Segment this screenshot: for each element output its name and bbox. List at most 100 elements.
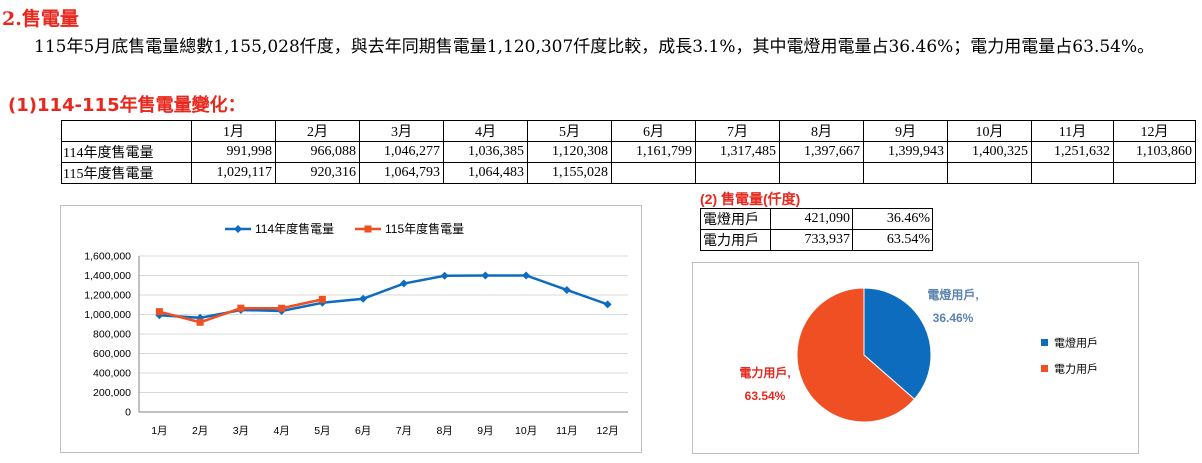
pie-table: 電燈用戶 421,090 36.46% 電力用戶 733,937 63.54% <box>700 208 933 251</box>
x-tick-label: 10月 <box>515 425 537 437</box>
month-header: 1月 <box>191 120 276 142</box>
month-header: 7月 <box>695 120 780 142</box>
table-cell <box>947 162 1032 184</box>
table-cell <box>863 162 948 184</box>
table-cell: 1,397,667 <box>779 141 864 163</box>
data-point <box>237 304 245 312</box>
data-point <box>522 271 531 280</box>
line-chart: 0 200,000 400,000 600,000 800,000 1,000,000 1,… <box>60 205 642 453</box>
table-cell: 991,998 <box>191 141 276 163</box>
y-tick-label: 600,000 <box>93 348 131 360</box>
pie-slice <box>863 287 932 400</box>
month-header: 5月 <box>527 120 612 142</box>
pie-chart: 電燈用戶, 36.46% 電力用戶, 63.54% 電燈用戶電力用戶 <box>692 262 1139 454</box>
x-tick-label: 9月 <box>477 425 493 437</box>
legend-label: 114年度售電量 <box>255 221 334 236</box>
table-cell <box>611 162 696 184</box>
y-tick-label: 1,000,000 <box>84 309 131 321</box>
x-tick-label: 3月 <box>233 425 249 437</box>
pie-row-value: 421,090 <box>770 208 853 230</box>
table-cell: 920,316 <box>275 162 360 184</box>
pie-row-label: 電燈用戶 <box>700 208 771 230</box>
x-tick-label: 4月 <box>273 425 289 437</box>
legend-marker <box>1041 339 1048 346</box>
data-point <box>155 308 163 316</box>
pie-section-title: (2) 售電量(仟度) <box>700 191 801 207</box>
table-cell: 1,064,793 <box>359 162 444 184</box>
data-point <box>481 271 490 280</box>
table-cell: 1,103,860 <box>1113 141 1196 163</box>
legend-label: 電力用戶 <box>1054 363 1098 376</box>
data-point <box>318 295 326 303</box>
legend-marker <box>1041 365 1048 372</box>
month-header: 3月 <box>359 120 444 142</box>
y-tick-label: 1,400,000 <box>84 270 131 282</box>
table-header-row: 1月 2月 3月 4月 5月 6月 7月 8月 9月 10月 11月 12月 <box>61 120 1196 142</box>
x-tick-label: 8月 <box>436 425 452 437</box>
table-cell <box>1031 162 1114 184</box>
legend-label: 115年度售電量 <box>385 221 464 236</box>
month-header: 10月 <box>947 120 1032 142</box>
y-tick-label: 400,000 <box>93 368 131 380</box>
month-header: 4月 <box>443 120 528 142</box>
month-header: 8月 <box>779 120 864 142</box>
table-row: 115年度售電量 1,029,117 920,316 1,064,793 1,064,4… <box>61 162 1196 184</box>
month-header: 6月 <box>611 120 696 142</box>
pie-slice <box>796 287 916 423</box>
pie-data-label: 36.46% <box>933 311 974 325</box>
table-cell: 1,399,943 <box>863 141 948 163</box>
table-cell <box>779 162 864 184</box>
data-point <box>196 318 204 326</box>
table-cell: 1,046,277 <box>359 141 444 163</box>
y-tick-label: 0 <box>125 407 131 419</box>
section-title: 2.售電量 <box>2 8 79 30</box>
legend-marker <box>364 225 372 233</box>
data-point <box>278 304 286 312</box>
summary-paragraph: 115年5月底售電量總數1,155,028仟度，與去年同期售電量1,120,30… <box>34 37 1155 57</box>
pie-row-label: 電力用戶 <box>700 229 771 251</box>
x-tick-label: 1月 <box>151 425 167 437</box>
pie-row-pct: 63.54% <box>852 229 933 251</box>
pie-data-label: 電力用戶, <box>739 365 790 380</box>
month-header: 11月 <box>1031 120 1114 142</box>
data-point <box>399 279 408 288</box>
table-cell: 1,400,325 <box>947 141 1032 163</box>
table-cell: 1,251,632 <box>1031 141 1114 163</box>
month-header: 12月 <box>1113 120 1196 142</box>
pie-row-value: 733,937 <box>770 229 853 251</box>
data-point <box>359 294 368 303</box>
legend-label: 電燈用戶 <box>1054 336 1098 350</box>
y-tick-label: 1,200,000 <box>84 290 131 302</box>
pie-table-row: 電力用戶 733,937 63.54% <box>700 229 933 251</box>
table-cell: 1,036,385 <box>443 141 528 163</box>
sales-table: 1月 2月 3月 4月 5月 6月 7月 8月 9月 10月 11月 12月 114年度售電量 991,9… <box>61 120 1196 184</box>
line-chart-svg: 0 200,000 400,000 600,000 800,000 1,000,000 1,… <box>84 221 628 437</box>
data-point <box>440 271 449 280</box>
table-cell: 1,064,483 <box>443 162 528 184</box>
pie-row-pct: 36.46% <box>852 208 933 230</box>
row-label: 114年度售電量 <box>61 141 192 163</box>
table-cell <box>695 162 780 184</box>
x-tick-label: 5月 <box>314 425 330 437</box>
data-point <box>562 285 571 294</box>
table-cell: 1,155,028 <box>527 162 612 184</box>
table-corner-cell <box>61 120 192 142</box>
y-tick-label: 1,600,000 <box>84 251 131 263</box>
table-row: 114年度售電量 991,998 966,088 1,046,277 1,036,385… <box>61 141 1196 163</box>
x-tick-label: 7月 <box>396 425 412 437</box>
row-label: 115年度售電量 <box>61 162 192 184</box>
pie-data-label: 63.54% <box>745 389 786 403</box>
table-cell: 1,029,117 <box>191 162 276 184</box>
table-subtitle: (1)114-115年售電量變化： <box>8 95 246 116</box>
x-tick-label: 6月 <box>355 425 371 437</box>
table-cell: 1,317,485 <box>695 141 780 163</box>
x-tick-label: 11月 <box>556 425 577 437</box>
month-header: 9月 <box>863 120 948 142</box>
y-tick-label: 800,000 <box>93 329 131 341</box>
table-cell: 1,120,308 <box>527 141 612 163</box>
pie-data-label: 電燈用戶, <box>927 287 978 302</box>
pie-table-row: 電燈用戶 421,090 36.46% <box>700 208 933 230</box>
legend-marker <box>234 225 242 233</box>
table-cell <box>1113 162 1196 184</box>
